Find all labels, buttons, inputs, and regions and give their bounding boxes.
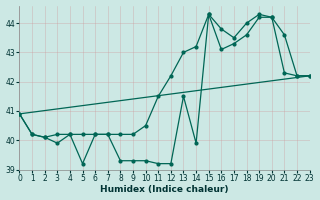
X-axis label: Humidex (Indice chaleur): Humidex (Indice chaleur): [100, 185, 229, 194]
